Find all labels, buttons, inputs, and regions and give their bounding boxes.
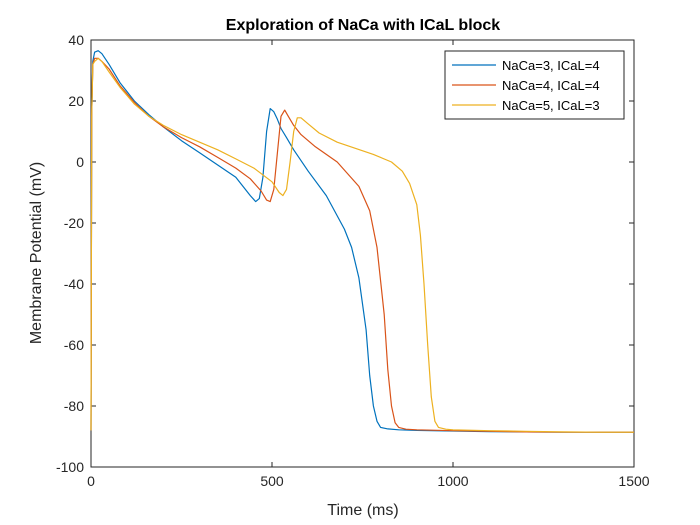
legend-label: NaCa=5, ICaL=3: [502, 98, 600, 113]
x-tick-label: 0: [87, 473, 95, 489]
series-line: [90, 57, 634, 433]
y-tick-label: -100: [56, 459, 84, 475]
legend-label: NaCa=3, ICaL=4: [502, 58, 600, 73]
chart-title: Exploration of NaCa with ICaL block: [226, 17, 501, 34]
y-tick-label: 40: [68, 32, 84, 48]
y-tick-label: -80: [64, 398, 84, 414]
y-tick-label: -20: [64, 215, 84, 231]
y-tick-label: 0: [76, 154, 84, 170]
legend-label: NaCa=4, ICaL=4: [502, 78, 600, 93]
y-tick-label: 20: [68, 93, 84, 109]
series-line: [90, 57, 634, 433]
y-axis-label: Membrane Potential (mV): [28, 162, 45, 344]
series-line: [90, 50, 634, 433]
x-tick-label: 1000: [437, 473, 468, 489]
y-tick-label: -60: [64, 337, 84, 353]
x-axis-label: Time (ms): [327, 502, 398, 519]
plot-area: 0 500 1000 1500 -100 -80 -60 -40 -20 0 20 40 NaCa=3,…: [56, 32, 650, 489]
y-tick-label: -40: [64, 276, 84, 292]
x-tick-label: 1500: [618, 473, 649, 489]
x-tick-label: 500: [260, 473, 284, 489]
